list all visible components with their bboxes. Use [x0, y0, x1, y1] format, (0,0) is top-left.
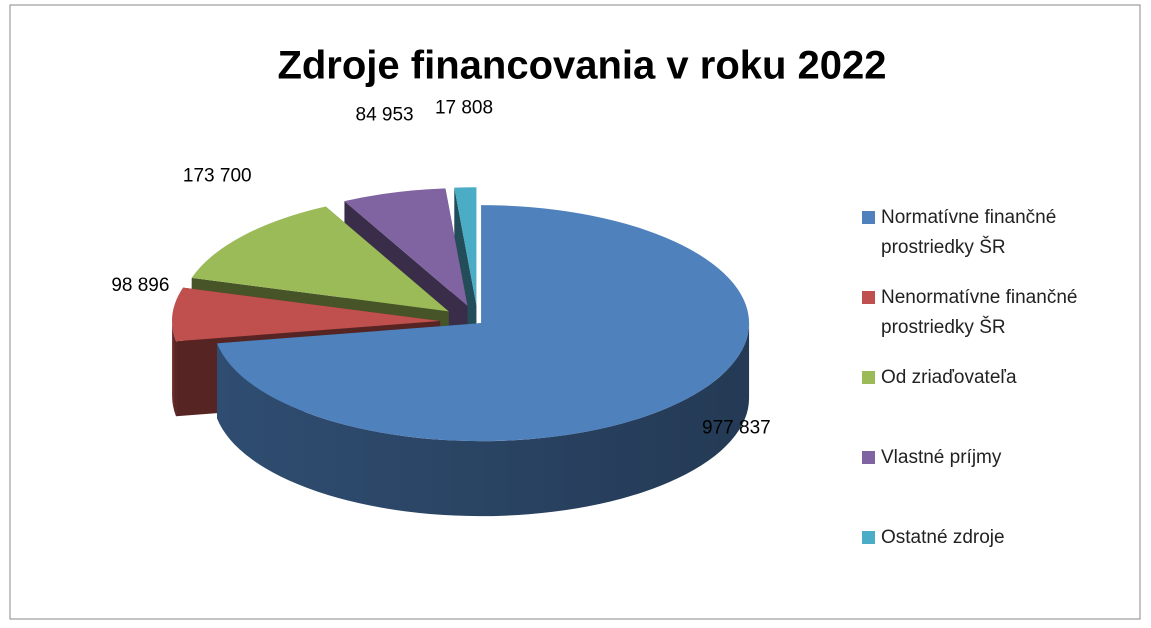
legend-entry: Nenormatívne finančné prostriedky ŠR [862, 283, 1142, 343]
legend-entry: Od zriaďovateľa [862, 363, 1142, 393]
slice [191, 206, 449, 312]
legend-swatch [862, 211, 875, 224]
data-label: 977 837 [702, 418, 771, 439]
legend-label: Ostatné zdroje [881, 527, 1005, 548]
slice [172, 287, 441, 342]
data-label: 84 953 [356, 104, 414, 125]
legend-label: Normatívne finančné prostriedky ŠR [881, 207, 1057, 258]
data-label: 98 896 [111, 275, 169, 296]
legend-label: Vlastné príjmy [881, 447, 1002, 468]
slice [454, 187, 477, 306]
slice [217, 205, 750, 442]
legend-label: Nenormatívne finančné prostriedky ŠR [881, 287, 1078, 338]
legend-entry: Normatívne finančné prostriedky ŠR [862, 203, 1142, 263]
legend-swatch [862, 371, 875, 384]
slice-side [172, 321, 177, 417]
legend-entry: Vlastné príjmy [862, 443, 1142, 473]
legend-entry: Ostatné zdroje [862, 523, 1142, 553]
legend-swatch [862, 291, 875, 304]
data-label: 17 808 [435, 97, 493, 118]
legend-swatch [862, 531, 875, 544]
chart-title: Zdroje financovania v roku 2022 [277, 44, 886, 88]
slice [344, 188, 468, 306]
slice-side [217, 323, 750, 517]
legend-swatch [862, 451, 875, 464]
legend-label: Od zriaďovateľa [881, 367, 1017, 388]
data-label: 173 700 [183, 166, 252, 187]
